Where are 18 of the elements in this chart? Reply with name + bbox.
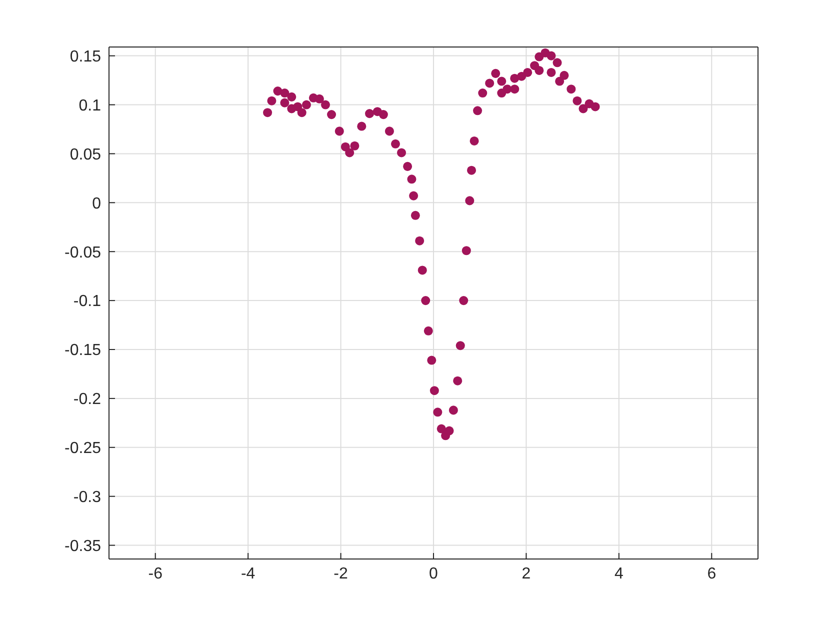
y-tick-label: -0.15: [64, 342, 102, 360]
x-tick-label: 6: [707, 565, 716, 582]
y-tick-label: -0.2: [73, 391, 102, 408]
y-tick-label: -0.35: [64, 538, 102, 555]
y-tick-label: -0.1: [73, 293, 102, 310]
x-tick-label: 0: [429, 565, 438, 582]
y-tick-label: -0.25: [64, 440, 102, 458]
y-tick-label: -0.05: [64, 244, 102, 262]
y-tick-label: -0.3: [73, 489, 102, 506]
x-tick-label: -6: [148, 565, 163, 582]
y-tick-label: 0.05: [70, 146, 102, 164]
x-tick-label: -2: [334, 565, 348, 582]
x-tick-label: -4: [240, 565, 256, 582]
y-tick-label: 0.15: [70, 48, 102, 66]
y-tick-label: 0: [92, 195, 102, 212]
y-tick-label: 0.1: [78, 97, 102, 114]
x-tick-label: 4: [614, 565, 624, 582]
x-tick-label: 2: [522, 565, 531, 582]
